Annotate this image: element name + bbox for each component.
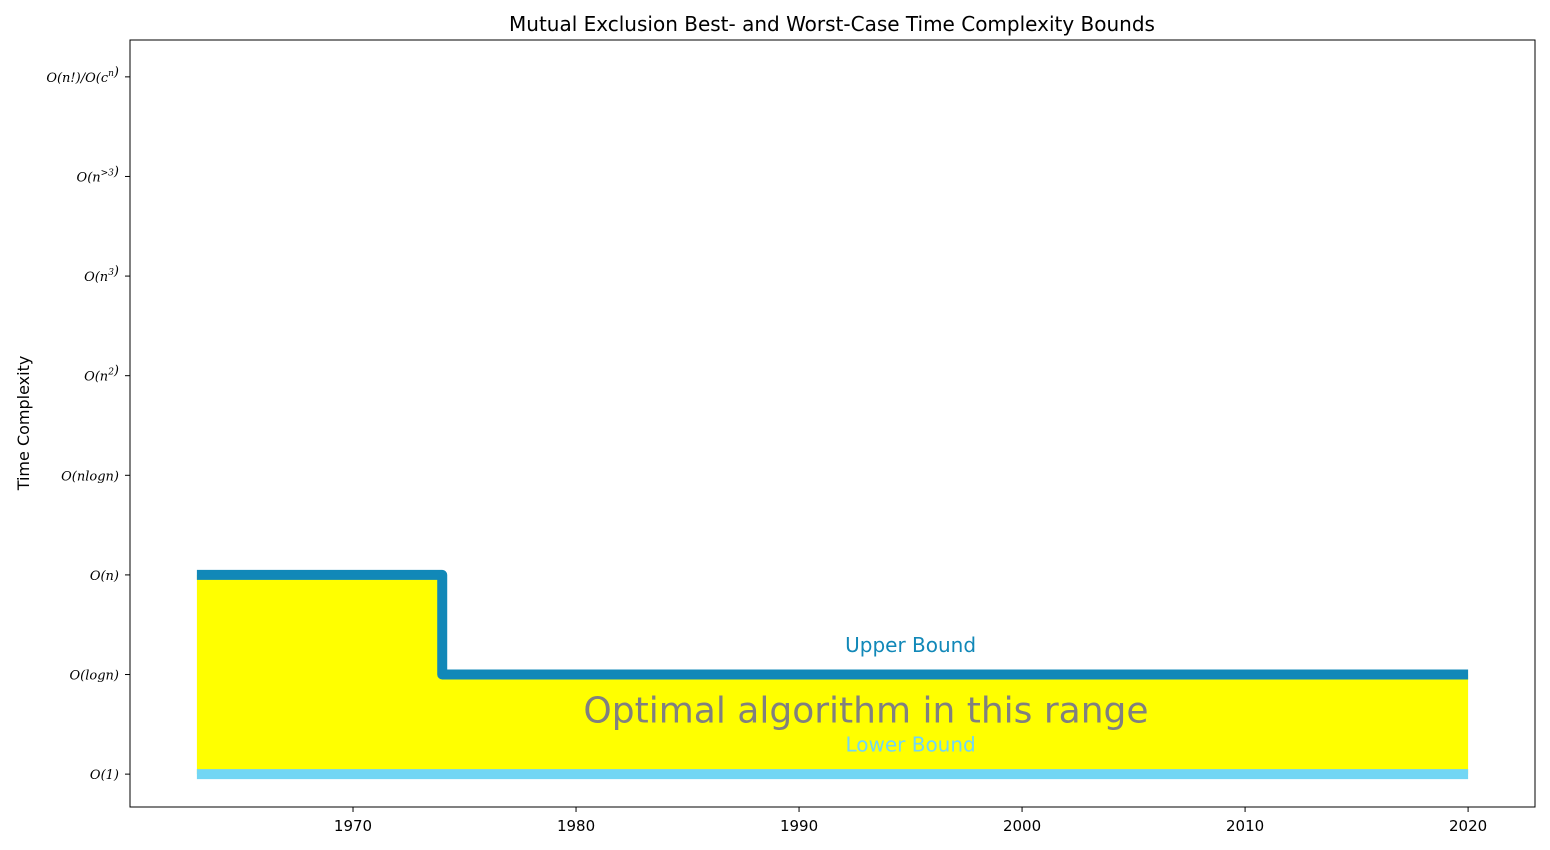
y-tick-label: O(n) xyxy=(90,569,119,584)
y-axis-label: Time Complexity xyxy=(14,356,33,492)
x-tick-label: 1970 xyxy=(334,817,372,835)
x-tick-label: 2010 xyxy=(1226,817,1264,835)
x-tick-label: 2020 xyxy=(1449,817,1487,835)
upper-bound-label: Upper Bound xyxy=(845,633,976,657)
x-tick-label: 1990 xyxy=(780,817,818,835)
chart-title: Mutual Exclusion Best- and Worst-Case Ti… xyxy=(509,12,1155,36)
axes-frame xyxy=(129,39,1536,808)
plot-area: Upper Bound Optimal algorithm in this ran… xyxy=(196,569,1469,780)
x-axis: 1970 1980 1990 2000 2010 2020 xyxy=(334,807,1487,835)
y-tick-label: O(logn) xyxy=(70,669,119,684)
y-tick-label: O(nlogn) xyxy=(61,469,119,484)
y-tick-label: O(n!)/O(cn) xyxy=(46,65,119,86)
y-axis: O(1) O(logn) O(n) O(nlogn) O(n2) O(n3) O(n>3) O… xyxy=(46,65,130,783)
optimal-range-label: Optimal algorithm in this range xyxy=(583,690,1148,731)
series-line-upper-bound xyxy=(196,569,1469,680)
x-tick-label: 2000 xyxy=(1003,817,1041,835)
y-tick-label: O(1) xyxy=(90,768,119,783)
lower-bound-label: Lower Bound xyxy=(845,733,975,757)
y-tick-label: O(n>3) xyxy=(77,164,119,185)
y-tick-label: O(n2) xyxy=(84,364,119,385)
x-tick-label: 1980 xyxy=(557,817,595,835)
y-tick-label: O(n3) xyxy=(84,264,119,285)
